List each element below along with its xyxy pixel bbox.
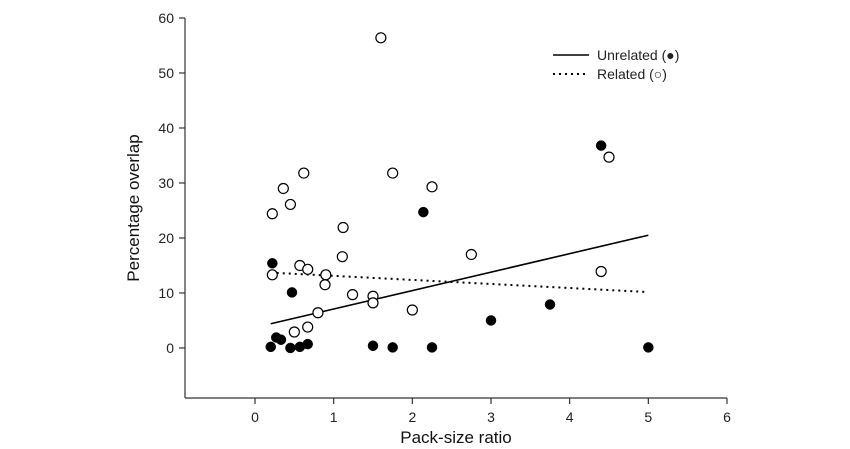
y-tick-label: 0 <box>166 340 174 356</box>
point-unrelated <box>485 315 497 326</box>
point-related <box>346 289 359 301</box>
y-tick-label: 10 <box>158 285 174 301</box>
fit-line-unrelated <box>270 234 649 325</box>
point-related <box>336 251 348 263</box>
point-unrelated <box>265 341 276 353</box>
point-related <box>266 269 278 281</box>
point-related <box>406 304 418 316</box>
point-related <box>367 297 379 309</box>
point-related <box>595 265 607 278</box>
x-tick-label: 0 <box>251 409 259 425</box>
point-unrelated <box>275 334 287 345</box>
x-axis-label: Pack-size ratio <box>400 428 511 447</box>
y-tick-label: 30 <box>158 175 174 191</box>
point-related <box>603 151 615 163</box>
x-tick-label: 5 <box>644 409 652 425</box>
point-related <box>337 221 349 234</box>
x-tick-label: 3 <box>487 409 495 425</box>
legend-label-unrelated: Unrelated (●) <box>597 47 679 63</box>
legend: Unrelated (●) Related (○) <box>553 47 679 82</box>
plot-area <box>265 32 654 354</box>
point-unrelated <box>387 342 398 353</box>
point-related <box>284 198 297 211</box>
y-tick-label: 50 <box>158 65 174 81</box>
point-unrelated <box>286 287 298 298</box>
point-unrelated <box>426 342 438 353</box>
point-related <box>277 182 289 195</box>
y-tick-label: 20 <box>158 230 174 246</box>
point-unrelated <box>595 140 607 151</box>
point-unrelated <box>367 340 379 352</box>
point-related <box>312 307 324 319</box>
point-related <box>465 248 477 261</box>
point-related <box>266 208 278 220</box>
point-unrelated <box>302 338 313 350</box>
point-unrelated <box>267 258 278 269</box>
point-related <box>319 279 331 291</box>
x-tick-label: 1 <box>330 409 338 425</box>
point-unrelated <box>285 342 296 354</box>
y-axis-label: Percentage overlap <box>124 134 143 281</box>
point-unrelated <box>418 206 429 218</box>
legend-label-related: Related (○) <box>597 66 667 82</box>
fit-line-related <box>270 271 645 293</box>
x-tick-label: 6 <box>723 409 731 425</box>
y-tick-label: 60 <box>158 10 174 26</box>
x-tick-label: 4 <box>566 409 574 425</box>
x-tick-label: 2 <box>408 409 416 425</box>
point-related <box>298 167 310 179</box>
axes: 0 10 20 30 40 50 60 0 1 2 3 4 5 6 <box>158 10 731 425</box>
point-unrelated <box>643 342 654 353</box>
y-tick-label: 40 <box>158 120 174 136</box>
point-related <box>320 269 332 281</box>
point-related <box>387 167 399 179</box>
point-related <box>288 326 300 338</box>
point-unrelated <box>544 299 556 310</box>
point-related <box>302 263 314 275</box>
point-related <box>302 321 314 333</box>
point-related <box>375 32 387 44</box>
point-related <box>426 181 438 193</box>
